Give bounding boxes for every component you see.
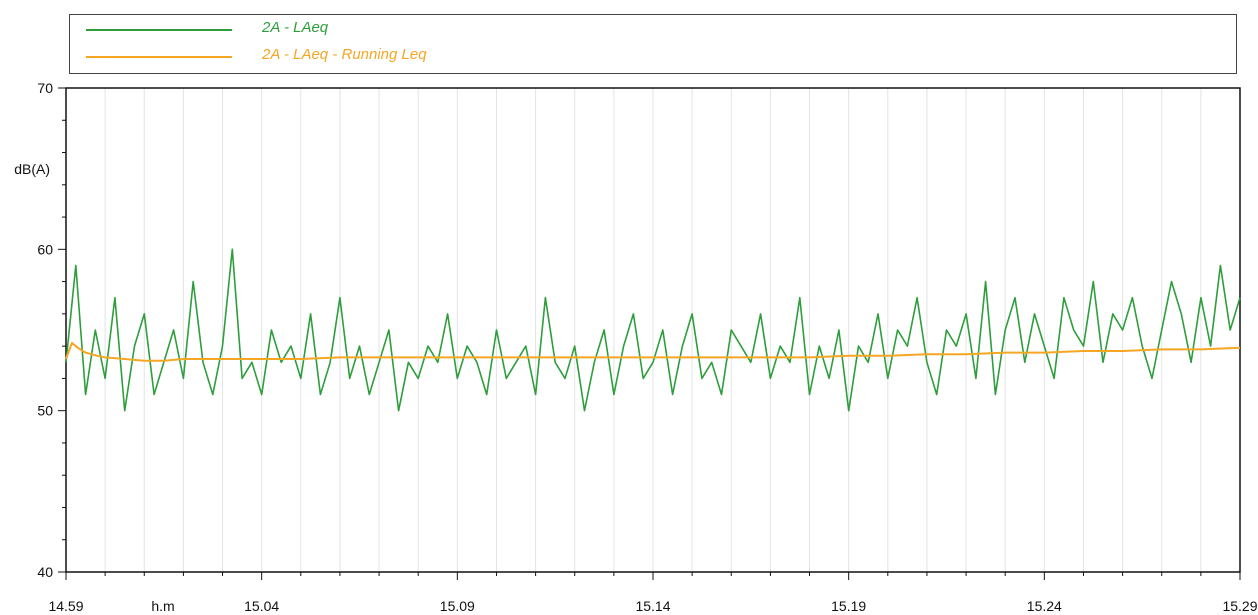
- legend-label-running-leq: 2A - LAeq - Running Leq: [262, 46, 427, 63]
- y-tick-label: 40: [37, 564, 53, 580]
- series-line-running-leq: [65, 341, 1241, 362]
- y-axis-label: dB(A): [14, 161, 50, 177]
- x-axis-label: h.m: [151, 598, 174, 614]
- x-tick-label: 15.29: [1222, 598, 1257, 614]
- x-tick-label: 15.24: [1027, 598, 1062, 614]
- x-tick-label: 15.09: [440, 598, 475, 614]
- y-tick-label: 60: [37, 241, 53, 257]
- legend: 2A - LAeq 2A - LAeq - Running Leq: [69, 14, 1237, 74]
- y-tick-label: 50: [37, 403, 53, 419]
- y-tick-label: 70: [37, 80, 53, 96]
- x-tick-label: 15.14: [635, 598, 670, 614]
- x-tick-label: 15.19: [831, 598, 866, 614]
- series-line-laeq: [65, 248, 1241, 412]
- x-tick-label: 14.59: [48, 598, 83, 614]
- legend-swatch-running-leq: [86, 56, 232, 58]
- legend-swatch-laeq: [86, 29, 232, 31]
- legend-label-laeq: 2A - LAeq: [262, 19, 329, 36]
- x-tick-label: 15.04: [244, 598, 279, 614]
